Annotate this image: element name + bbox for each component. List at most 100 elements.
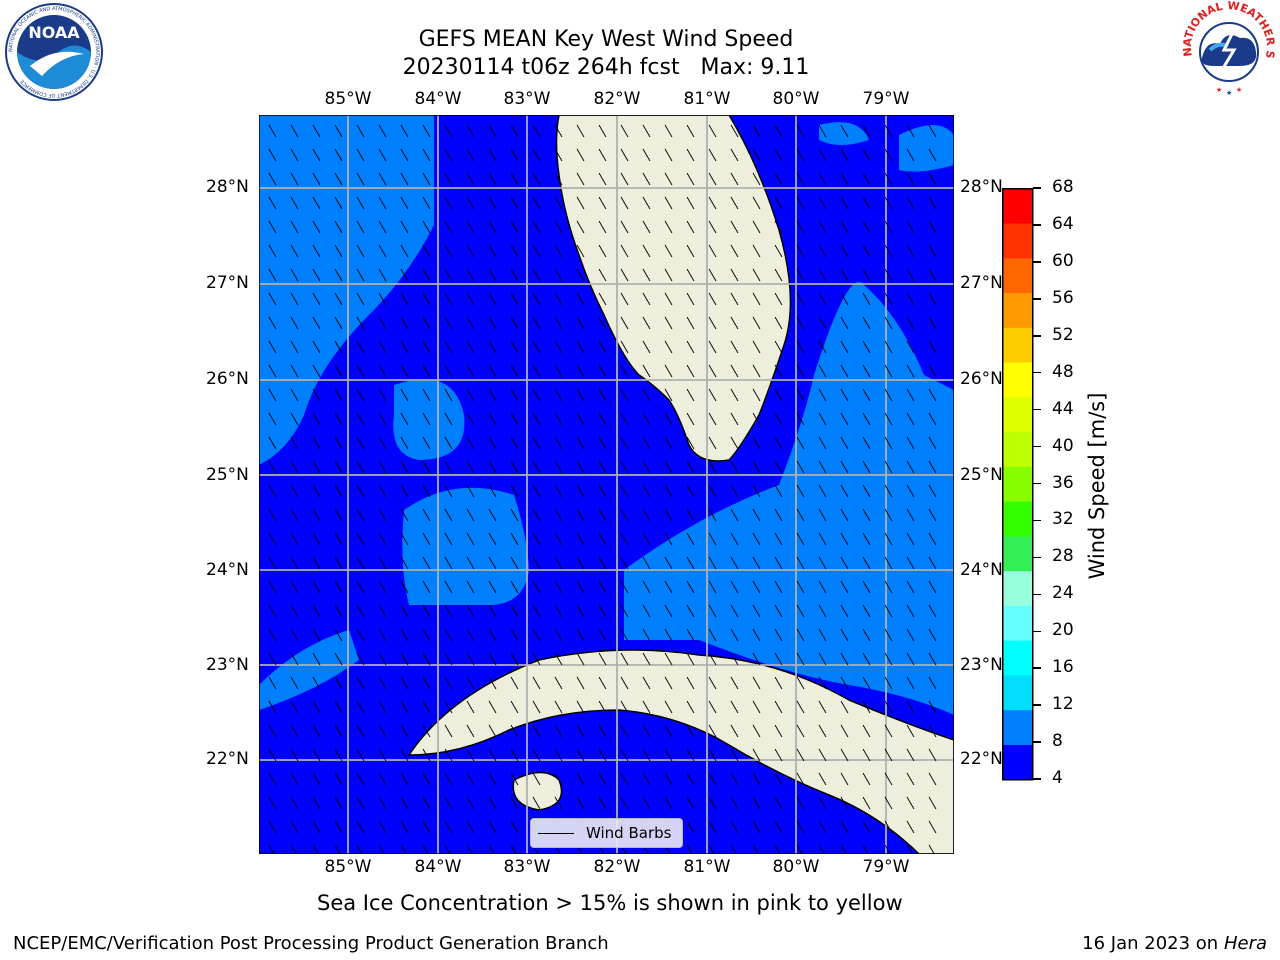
- wind-barb: [708, 340, 717, 354]
- wind-barb: [466, 532, 475, 546]
- wind-barb: [664, 532, 673, 546]
- wind-barb: [686, 124, 695, 138]
- wind-barb: [708, 484, 717, 498]
- wind-barb: [466, 628, 475, 642]
- colorbar: [1002, 188, 1034, 781]
- wind-barb: [466, 316, 475, 330]
- wind-barb: [268, 796, 277, 810]
- wind-barb: [466, 268, 475, 282]
- wind-barb: [400, 388, 409, 402]
- wind-barb: [598, 340, 607, 354]
- wind-barb: [554, 724, 563, 738]
- wind-barb: [334, 172, 343, 186]
- wind-barb: [422, 652, 431, 666]
- wind-barb: [422, 316, 431, 330]
- wind-barb: [554, 772, 563, 786]
- wind-barb: [774, 172, 783, 186]
- wind-barb: [730, 844, 737, 854]
- wind-barb: [510, 460, 519, 474]
- wind-barb: [466, 220, 475, 234]
- wind-barb: [774, 220, 783, 234]
- wind-barb: [818, 484, 827, 498]
- wind-barb: [576, 748, 585, 762]
- wind-barb: [488, 388, 497, 402]
- wind-barb: [686, 436, 695, 450]
- wind-barb: [290, 580, 299, 594]
- wind-barb: [488, 316, 497, 330]
- wind-barb: [532, 364, 541, 378]
- wind-barb: [642, 268, 651, 282]
- wind-barb: [554, 148, 563, 162]
- wind-barb: [576, 508, 585, 522]
- wind-barb: [598, 244, 607, 258]
- wind-barb: [818, 676, 827, 690]
- wind-barb: [488, 220, 497, 234]
- wind-barb: [444, 532, 453, 546]
- wind-barb: [444, 604, 453, 618]
- wind-barb: [862, 820, 871, 834]
- wind-barb: [752, 196, 761, 210]
- wind-barb: [598, 292, 607, 306]
- wind-barb: [752, 268, 761, 282]
- wind-barb: [686, 196, 695, 210]
- wind-barb: [620, 244, 629, 258]
- wind-barb: [796, 364, 805, 378]
- wind-barb: [818, 532, 827, 546]
- wind-barb: [686, 724, 695, 738]
- wind-barb: [554, 388, 563, 402]
- wind-barb: [862, 412, 871, 426]
- wind-barb: [840, 772, 849, 786]
- wind-barb: [510, 436, 519, 450]
- wind-barb: [906, 508, 915, 522]
- wind-barb: [488, 460, 497, 474]
- wind-barb: [796, 628, 805, 642]
- wind-barb: [444, 820, 453, 834]
- wind-barb: [840, 364, 849, 378]
- wind-barb: [884, 148, 893, 162]
- wind-barb: [730, 124, 739, 138]
- wind-barb: [906, 388, 915, 402]
- wind-barb: [422, 628, 431, 642]
- wind-barb: [862, 124, 871, 138]
- wind-barb: [818, 556, 827, 570]
- wind-barb: [752, 796, 761, 810]
- wind-barb: [334, 460, 343, 474]
- wind-barb: [400, 556, 409, 570]
- wind-barb: [510, 340, 519, 354]
- wind-barb: [598, 796, 607, 810]
- wind-barb: [268, 628, 277, 642]
- wind-barb: [554, 244, 563, 258]
- wind-barb: [444, 268, 453, 282]
- wind-barb: [598, 652, 607, 666]
- wind-barb: [840, 844, 847, 854]
- lon-label-bottom: 80°W: [772, 857, 820, 877]
- wind-barb: [422, 292, 431, 306]
- wind-barb: [510, 244, 519, 258]
- wind-barb: [554, 556, 563, 570]
- wind-barb: [290, 508, 299, 522]
- wind-barb: [554, 460, 563, 474]
- wind-barb: [906, 316, 915, 330]
- wind-barb: [356, 748, 365, 762]
- wind-barb: [532, 268, 541, 282]
- wind-barb: [796, 580, 805, 594]
- wind-barb: [774, 652, 783, 666]
- wind-barb: [708, 220, 717, 234]
- wind-barb: [290, 556, 299, 570]
- wind-barb: [840, 340, 849, 354]
- wind-barb: [752, 676, 761, 690]
- wind-barb: [268, 580, 277, 594]
- wind-barb: [752, 388, 761, 402]
- wind-barb: [510, 268, 519, 282]
- wind-barb: [554, 508, 563, 522]
- wind-barb: [290, 460, 299, 474]
- wind-barb: [400, 268, 409, 282]
- wind-barb: [884, 316, 893, 330]
- wind-barb: [796, 484, 805, 498]
- wind-barb: [642, 676, 651, 690]
- wind-barb: [664, 268, 673, 282]
- wind-barb: [818, 508, 827, 522]
- wind-barb: [510, 580, 519, 594]
- wind-barb: [510, 772, 519, 786]
- colorbar-tick: [1033, 556, 1041, 559]
